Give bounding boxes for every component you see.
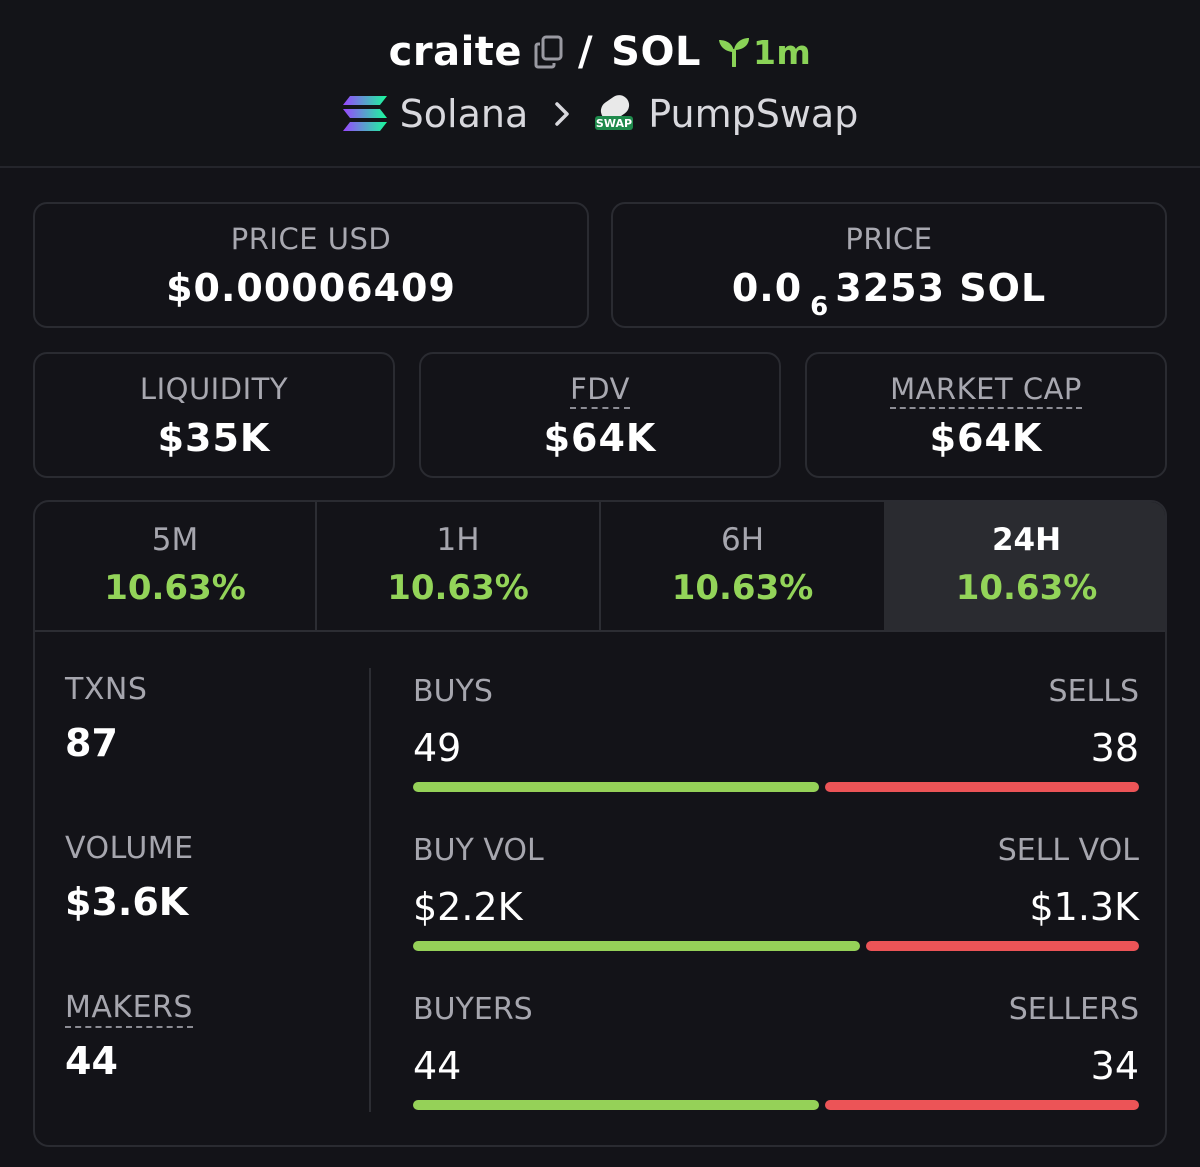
tab-24h-change: 10.63%	[955, 568, 1098, 608]
seedling-icon	[718, 38, 749, 67]
buy-sell-volume-stat: BUY VOL SELL VOL $2.2K $1.3K	[413, 833, 1139, 953]
price-native-unit: SOL	[959, 266, 1047, 310]
sell-vol-bar	[866, 941, 1139, 951]
buyers-value: 44	[413, 1044, 462, 1088]
liquidity-label: LIQUIDITY	[139, 372, 289, 406]
quote-symbol: SOL	[611, 29, 701, 75]
pumpswap-logo-text: SWAP	[596, 117, 632, 130]
buyers-ratio-bar	[413, 1100, 1139, 1110]
tab-1h[interactable]: 1H 10.63%	[317, 502, 601, 630]
fdv-card[interactable]: FDV $64K	[419, 352, 781, 478]
sells-label: SELLS	[1048, 674, 1139, 709]
price-native-prefix: 0.0	[731, 266, 803, 310]
market-cap-value: $64K	[929, 416, 1043, 460]
solana-logo-icon	[342, 95, 388, 133]
tab-24h[interactable]: 24H 10.63%	[884, 502, 1165, 630]
makers-label: MAKERS	[65, 990, 193, 1028]
price-usd-value: $0.00006409	[166, 266, 456, 310]
copy-icon[interactable]	[534, 35, 564, 69]
sell-vol-label: SELL VOL	[997, 833, 1139, 868]
tab-1h-change: 10.63%	[387, 568, 529, 608]
volume-stat: VOLUME $3.6K	[65, 831, 194, 924]
price-native-value: 0.0 6 3253 SOL	[613, 266, 1165, 322]
tab-24h-label: 24H	[991, 522, 1062, 558]
price-native-digits: 3253	[835, 266, 946, 310]
buyers-label: BUYERS	[413, 992, 533, 1027]
buys-sells-ratio-bar	[413, 782, 1139, 792]
price-native-label: PRICE	[845, 222, 933, 256]
buyers-bar	[413, 1100, 819, 1110]
sells-bar	[825, 782, 1139, 792]
price-native-card: PRICE 0.0 6 3253 SOL	[611, 202, 1167, 328]
market-cap-label: MARKET CAP	[807, 372, 1165, 409]
sell-vol-value: $1.3K	[1029, 885, 1139, 929]
sellers-value: 34	[1090, 1044, 1139, 1088]
market-cap-card[interactable]: MARKET CAP $64K	[805, 352, 1167, 478]
buys-bar	[413, 782, 819, 792]
buy-vol-bar	[413, 941, 860, 951]
pair-age-value: 1m	[752, 32, 812, 72]
buys-label: BUYS	[413, 674, 493, 709]
tab-1h-label: 1H	[436, 522, 480, 558]
price-usd-card: PRICE USD $0.00006409	[33, 202, 589, 328]
buyers-sellers-stat: BUYERS SELLERS 44 34	[413, 992, 1139, 1112]
dex-link[interactable]: PumpSwap	[648, 92, 859, 136]
timeframe-tabs: 5M 10.63% 1H 10.63% 6H 10.63% 24H 10.63%	[35, 502, 1165, 632]
txns-value: 87	[65, 721, 118, 765]
tab-6h[interactable]: 6H 10.63%	[601, 502, 884, 630]
token-symbol: craite	[388, 29, 523, 75]
sellers-label: SELLERS	[1008, 992, 1139, 1027]
txns-label: TXNS	[65, 672, 148, 707]
market-cap-label-text: MARKET CAP	[890, 372, 1082, 409]
tab-5m[interactable]: 5M 10.63%	[35, 502, 317, 630]
breadcrumb: Solana SWAP PumpSwap	[0, 88, 1200, 140]
liquidity-card: LIQUIDITY $35K	[33, 352, 395, 478]
buy-vol-label: BUY VOL	[413, 833, 544, 868]
pair-age: 1m	[717, 33, 811, 72]
tab-6h-change: 10.63%	[671, 568, 814, 608]
pumpswap-logo-icon: SWAP	[592, 92, 636, 136]
pair-separator: /	[578, 29, 594, 75]
tab-5m-change: 10.63%	[104, 568, 246, 608]
fdv-label: FDV	[421, 372, 779, 409]
pair-title: craite / SOL 1m	[0, 24, 1200, 80]
stats-panel: 5M 10.63% 1H 10.63% 6H 10.63% 24H 10.63%…	[33, 500, 1167, 1147]
liquidity-value: $35K	[157, 416, 271, 460]
tab-5m-label: 5M	[151, 522, 199, 558]
volume-ratio-bar	[413, 941, 1139, 951]
price-usd-label: PRICE USD	[230, 222, 392, 256]
txns-stat: TXNS 87	[65, 672, 147, 765]
buys-value: 49	[413, 726, 462, 770]
fdv-label-text: FDV	[570, 372, 630, 409]
tab-6h-label: 6H	[720, 522, 765, 558]
buys-sells-stat: BUYS SELLS 49 38	[413, 674, 1139, 794]
sells-value: 38	[1090, 726, 1139, 770]
volume-label: VOLUME	[65, 831, 194, 866]
stats-divider	[369, 668, 371, 1112]
chain-link[interactable]: Solana	[399, 92, 529, 136]
volume-value: $3.6K	[65, 880, 189, 924]
fdv-value: $64K	[543, 416, 657, 460]
makers-label-text: MAKERS	[65, 990, 193, 1028]
sellers-bar	[825, 1100, 1139, 1110]
makers-value: 44	[65, 1039, 118, 1083]
makers-stat[interactable]: MAKERS 44	[65, 990, 193, 1083]
price-native-zero-count: 6	[810, 292, 830, 322]
buy-vol-value: $2.2K	[413, 885, 523, 929]
chevron-right-icon	[554, 101, 570, 127]
pair-header: craite / SOL 1m	[0, 0, 1200, 168]
